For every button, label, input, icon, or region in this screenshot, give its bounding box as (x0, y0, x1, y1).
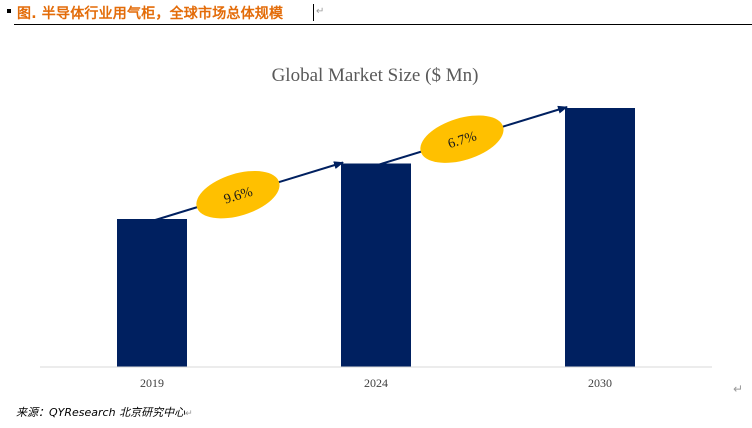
x-axis-ticks: 2019 2024 2030 (140, 376, 612, 390)
cagr-badge-2: 6.7% (420, 115, 504, 163)
text-cursor (313, 4, 314, 21)
cagr-ellipse-1 (196, 170, 280, 219)
chart-title: Global Market Size ($ Mn) (272, 65, 479, 86)
market-size-chart: Global Market Size ($ Mn) 2019 2024 2030 9… (40, 65, 712, 390)
source-return-mark: ↵ (185, 409, 193, 419)
figure-caption: 图. 半导体行业用气柜，全球市场总体规模 (17, 6, 284, 22)
source-note: 来源：QYResearch 北京研究中心↵ (16, 404, 193, 420)
source-text: 来源：QYResearch 北京研究中心 (16, 406, 186, 419)
x-tick-label-2019: 2019 (140, 376, 164, 390)
figure-caption-bar: 图. 半导体行业用气柜，全球市场总体规模 ↵ (0, 0, 752, 26)
bullet-icon (7, 9, 11, 13)
bars-layer (117, 108, 635, 367)
growth-annotations: 9.6% 6.7% (151, 105, 568, 222)
x-tick-label-2024: 2024 (364, 376, 388, 390)
cagr-badge-1: 9.6% (196, 170, 280, 219)
bar-2030 (565, 108, 635, 367)
caption-underline (14, 24, 752, 25)
bar-2019 (117, 219, 187, 367)
caption-return-mark: ↵ (316, 6, 325, 17)
x-tick-label-2030: 2030 (588, 376, 612, 390)
cagr-ellipse-2 (420, 115, 504, 163)
bar-2024 (341, 163, 411, 367)
paragraph-mark: ↵ (733, 382, 744, 396)
